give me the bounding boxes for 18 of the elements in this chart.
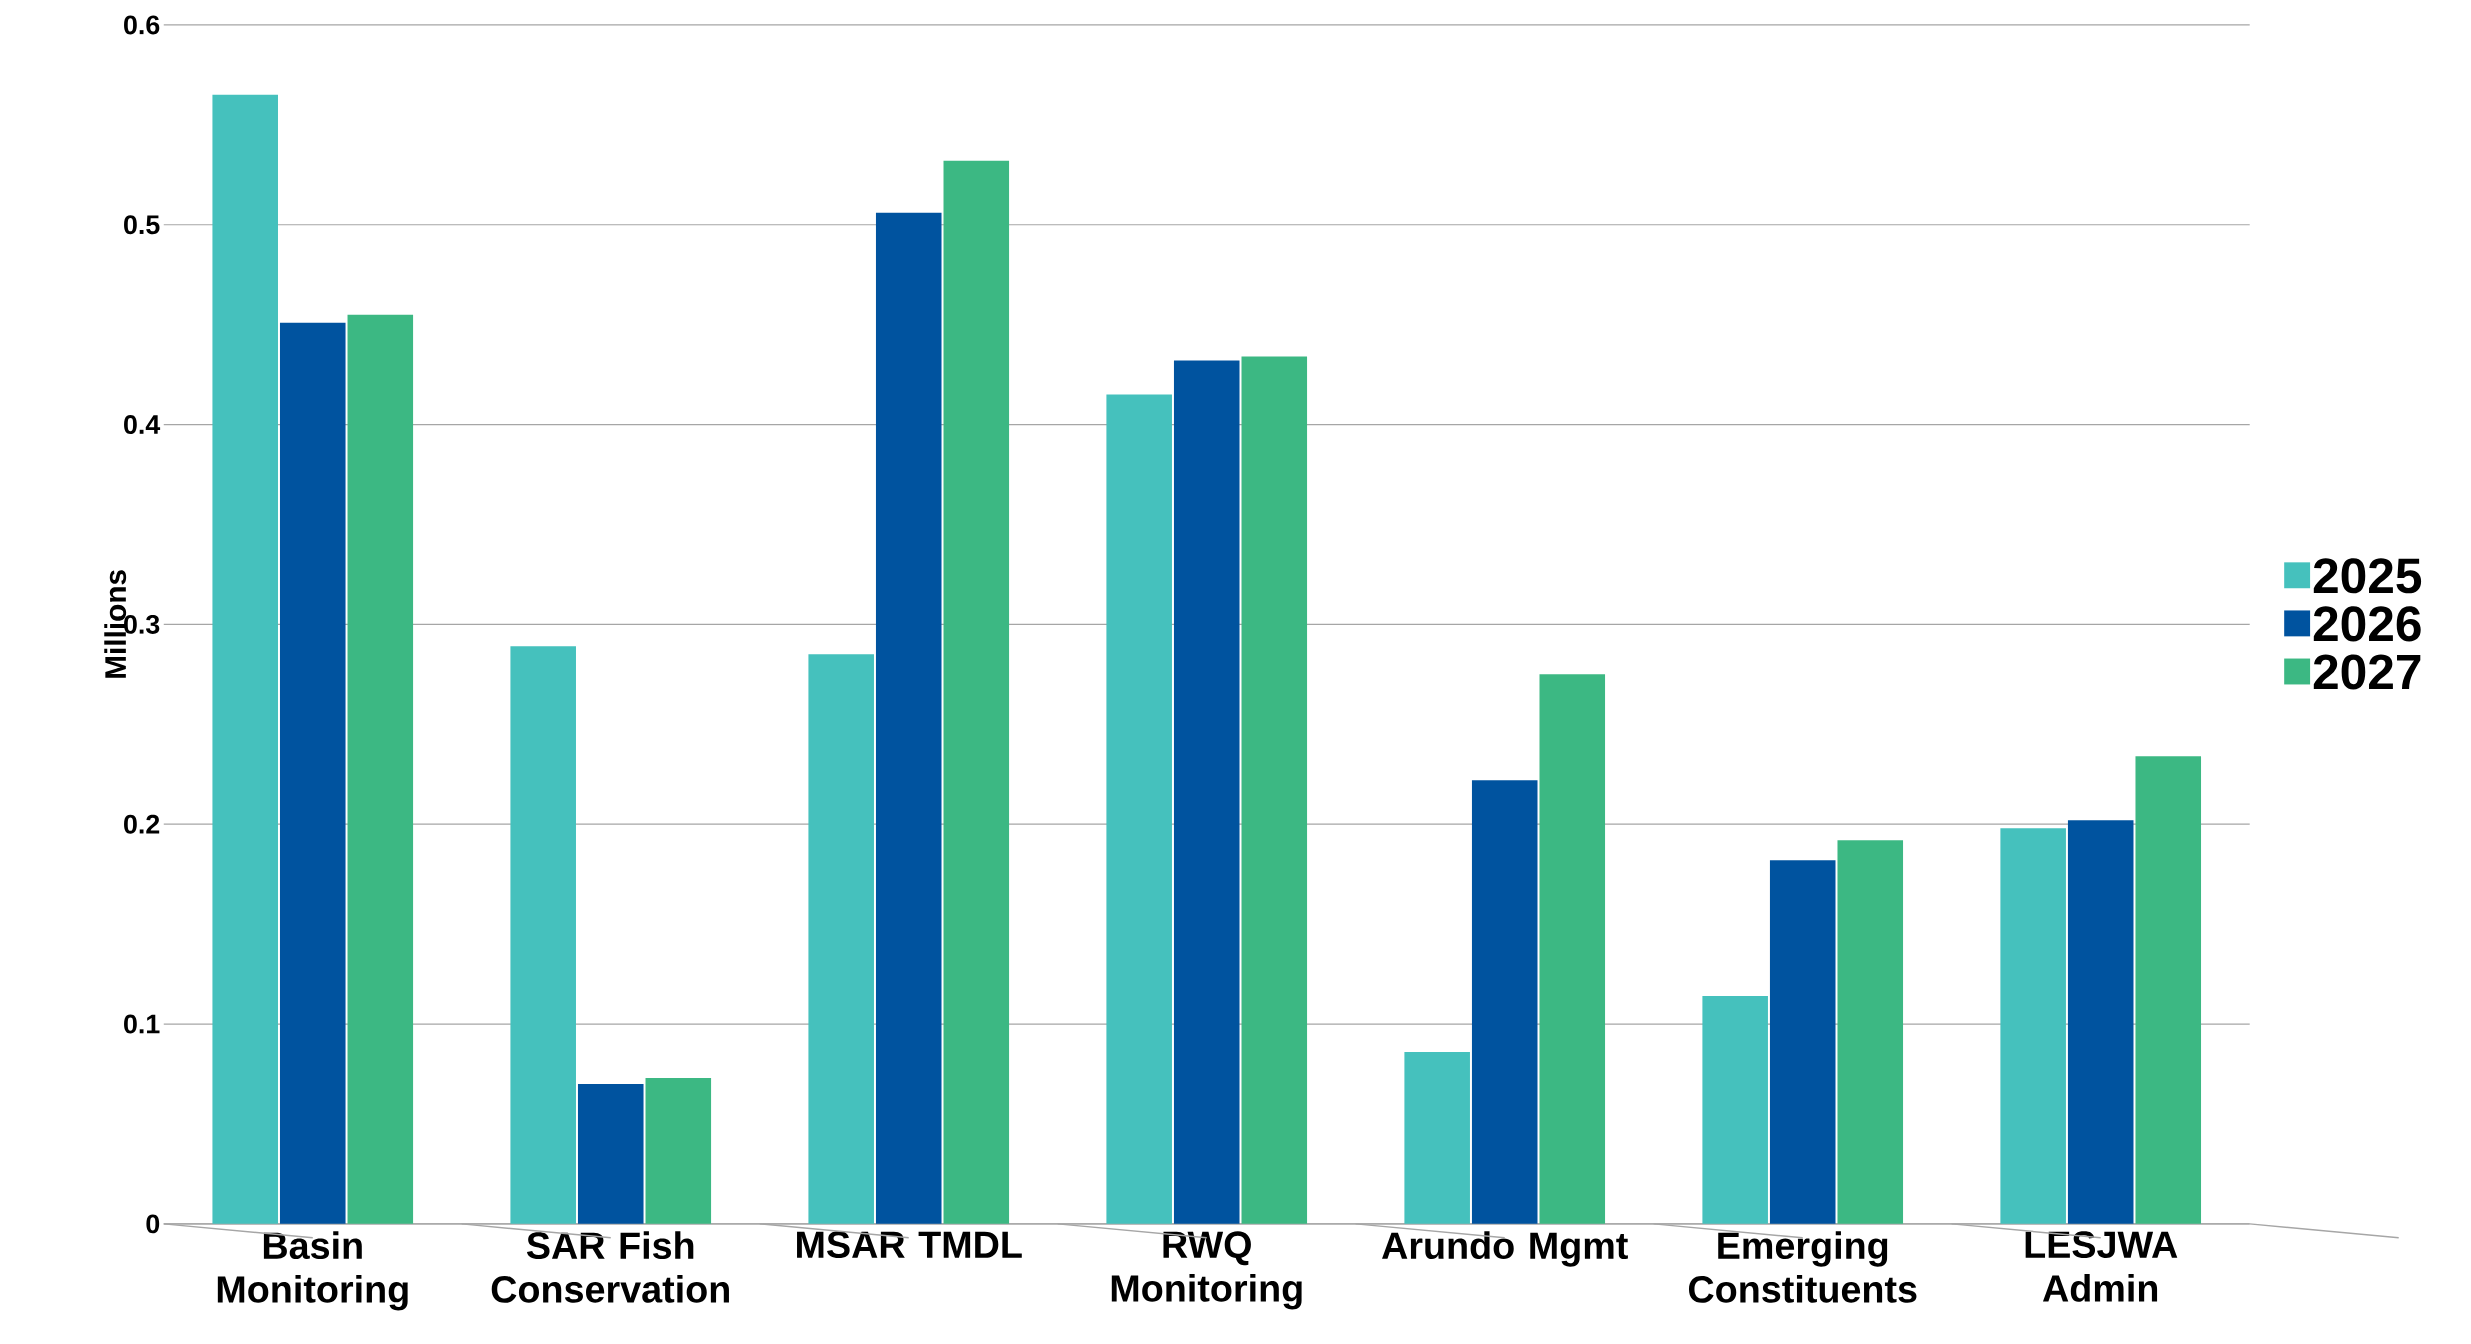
legend-label: 2025 (2313, 557, 2422, 594)
x-tick-label: MSAR TMDL (797, 1231, 1022, 1258)
x-tick-label: Basin Monitoring (217, 1231, 408, 1311)
y-tick-label: 0.4 (124, 414, 161, 434)
x-tick-label: LESJWA Admin (2025, 1231, 2178, 1302)
y-tick-label: 0.1 (124, 1014, 160, 1034)
x-tick-label: RWQ Monitoring (1111, 1231, 1302, 1310)
legend-label: 2027 (2313, 654, 2421, 690)
x-tick-label: SAR Fish Conservation (491, 1231, 729, 1303)
y-tick-label: 0.5 (124, 215, 160, 234)
legend-label: 2026 (2313, 606, 2421, 642)
x-tick-label: Emerging Constituents (1688, 1231, 1917, 1303)
y-tick-label: 0.3 (124, 614, 160, 634)
y-tick-label: 0.6 (124, 15, 160, 35)
y-tick-label: 0 (146, 1214, 160, 1234)
y-tick-label: 0.2 (124, 814, 160, 834)
y-axis-title: Millions (104, 569, 127, 678)
x-tick-label: Arundo Mgmt (1382, 1231, 1628, 1267)
